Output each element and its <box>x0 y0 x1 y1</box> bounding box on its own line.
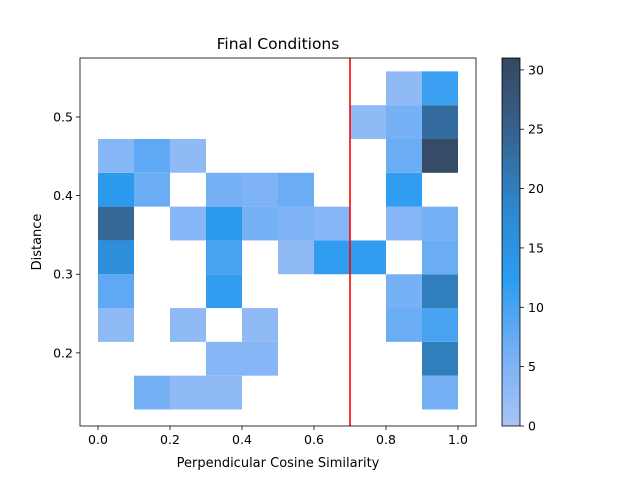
heatmap-cell <box>314 240 350 275</box>
x-axis-label: Perpendicular Cosine Similarity <box>177 456 380 471</box>
heatmap-cell <box>170 138 206 173</box>
heatmap-cell <box>386 274 422 309</box>
heatmap-cell <box>278 240 314 275</box>
heatmap-cell <box>422 138 458 173</box>
heatmap-cell <box>206 172 242 207</box>
heatmap-cell <box>206 240 242 275</box>
heatmap-cell <box>314 206 350 241</box>
heatmap-cell <box>386 138 422 173</box>
heatmap-cell <box>206 274 242 309</box>
heatmap-cell <box>422 240 458 275</box>
heatmap-cell <box>242 308 278 342</box>
heatmap-cell <box>242 206 278 241</box>
x-tick-label: 0.6 <box>304 432 324 447</box>
y-tick-label: 0.5 <box>53 109 73 124</box>
heatmap-cell <box>242 172 278 207</box>
heatmap-cell <box>350 105 386 139</box>
colorbar-tick-label: 30 <box>528 62 544 77</box>
heatmap-cell <box>422 274 458 309</box>
heatmap-cell <box>422 341 458 376</box>
heatmap-cell <box>350 240 386 275</box>
heatmap-cell <box>170 308 206 342</box>
y-axis-ticks: 0.2 0.3 0.4 0.5 <box>53 109 80 360</box>
heatmap-cell <box>242 341 278 376</box>
heatmap-cell <box>170 206 206 241</box>
x-tick-label: 1.0 <box>448 432 468 447</box>
heatmap-cell <box>386 71 422 106</box>
colorbar-tick-label: 25 <box>528 122 544 137</box>
colorbar-tick-label: 15 <box>528 240 544 255</box>
colorbar <box>501 57 521 427</box>
y-tick-label: 0.3 <box>53 267 73 282</box>
heatmap-cell <box>134 375 170 410</box>
heatmap-cell <box>98 138 134 173</box>
y-tick-label: 0.2 <box>53 345 73 360</box>
y-axis-label: Distance <box>30 214 45 271</box>
heatmap-cell <box>278 172 314 207</box>
heatmap-cell <box>98 308 134 342</box>
heatmap-cell <box>98 240 134 275</box>
heatmap-cell <box>278 206 314 241</box>
heatmap-cell <box>422 71 458 106</box>
heatmap-cell <box>206 341 242 376</box>
heatmap-cell <box>98 274 134 309</box>
heatmap-cell <box>386 308 422 342</box>
heatmap-cell <box>134 138 170 173</box>
colorbar-ticks: 0 5 10 15 20 25 30 <box>520 62 544 434</box>
heatmap-cell <box>170 375 206 410</box>
heatmap-cell <box>98 172 134 207</box>
heatmap-cell <box>422 375 458 410</box>
colorbar-tick-label: 5 <box>528 359 536 374</box>
heatmap-cell <box>206 375 242 410</box>
x-tick-label: 0.2 <box>160 432 180 447</box>
heatmap-cells <box>98 71 458 410</box>
x-axis-ticks: 0.0 0.2 0.4 0.6 0.8 1.0 <box>88 426 468 447</box>
colorbar-tick-label: 0 <box>528 419 536 434</box>
chart-title: Final Conditions <box>217 35 340 53</box>
heatmap-cell <box>386 105 422 139</box>
heatmap-cell <box>422 308 458 342</box>
heatmap-cell <box>386 206 422 241</box>
x-tick-label: 0.0 <box>88 432 108 447</box>
x-tick-label: 0.4 <box>232 432 252 447</box>
heatmap-cell <box>98 206 134 241</box>
heatmap-cell <box>386 172 422 207</box>
heatmap-cell <box>206 206 242 241</box>
x-tick-label: 0.8 <box>376 432 396 447</box>
colorbar-tick-label: 20 <box>528 181 544 196</box>
y-tick-label: 0.4 <box>53 188 73 203</box>
heatmap-cell <box>422 206 458 241</box>
plot-frame <box>79 57 477 427</box>
colorbar-tick-label: 10 <box>528 300 544 315</box>
heatmap-cell <box>422 105 458 139</box>
heatmap-cell <box>134 172 170 207</box>
